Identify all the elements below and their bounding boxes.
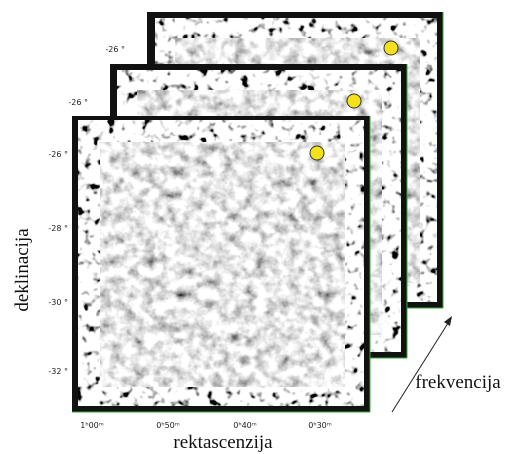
x-tick-label: 0ʰ50ᵐ <box>156 421 180 430</box>
x-axis-label: rektascenzija <box>173 432 273 453</box>
layer-tick-label: -26 ° <box>68 98 88 107</box>
y-tick-label: -28 ° <box>48 224 68 233</box>
cube-layer-front <box>72 116 371 413</box>
y-axis-label: deklinacija <box>12 228 33 312</box>
x-tick-label: 0ʰ40ᵐ <box>233 421 257 430</box>
x-tick-label: 0ʰ30ᵐ <box>308 421 332 430</box>
layer-tick-label: -26 ° <box>105 45 125 54</box>
y-tick-label: -26 ° <box>48 150 68 159</box>
frequency-arrow <box>391 316 452 413</box>
y-tick-label: -32 ° <box>48 367 68 376</box>
x-tick-label: 1ʰ00ᵐ <box>80 421 104 430</box>
y-tick-label: -30 ° <box>48 298 68 307</box>
z-axis-label: frekvencija <box>415 372 501 393</box>
